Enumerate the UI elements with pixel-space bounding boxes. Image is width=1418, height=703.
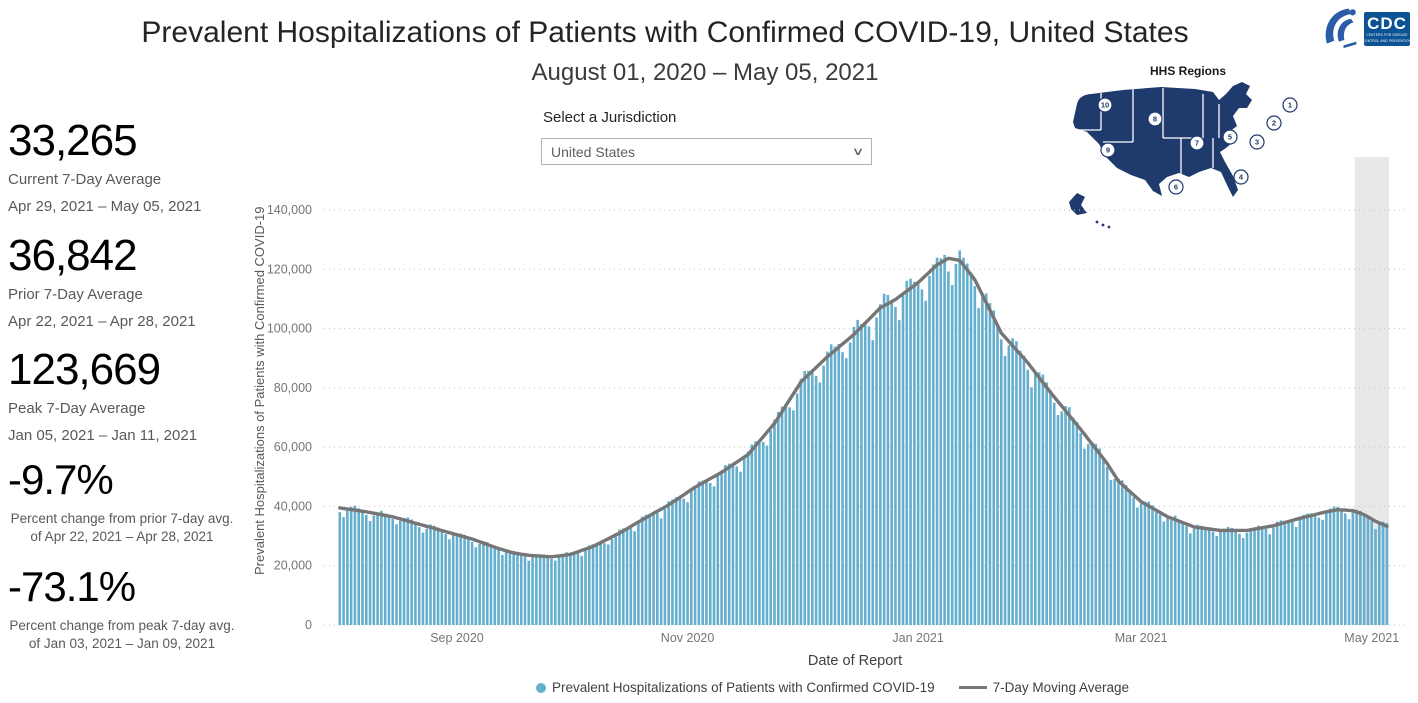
- stat-value: -73.1%: [8, 563, 136, 610]
- y-tick-label: 0: [305, 618, 312, 632]
- y-tick-label: 20,000: [274, 559, 312, 573]
- hospitalizations-bar-chart[interactable]: 0 20,000 40,000 60,000 80,000 100,000 120,000 1…: [250, 145, 1415, 657]
- region-7-badge: 7: [1189, 135, 1205, 151]
- stat-date-range: Apr 22, 2021 – Apr 28, 2021: [8, 313, 196, 331]
- stat-value: 36,842: [8, 231, 138, 280]
- stat-label: Percent change from prior 7-day avg. of …: [10, 511, 234, 544]
- moving-average-line: [338, 256, 1389, 559]
- stat-label: Current 7-Day Average: [8, 171, 162, 189]
- line-series-swatch-icon: [958, 686, 987, 689]
- svg-text:5: 5: [1228, 133, 1232, 142]
- region-3-badge: 3: [1249, 134, 1265, 150]
- stat-peak-average: 123,669 Peak 7-Day Average Jan 05, 2021 …: [8, 345, 242, 445]
- jurisdiction-dropdown[interactable]: United States ∨: [541, 138, 872, 165]
- svg-text:10: 10: [1101, 101, 1109, 110]
- region-2-badge: 2: [1266, 115, 1282, 131]
- region-5-badge: 5: [1222, 129, 1238, 145]
- stat-date-range: Apr 29, 2021 – May 05, 2021: [8, 198, 202, 216]
- x-tick-label: Jan 2021: [892, 631, 943, 645]
- jurisdiction-selected-value: United States: [551, 143, 636, 160]
- stat-label: Prior 7-Day Average: [8, 286, 143, 304]
- agency-logos: CDC CENTERS FOR DISEASE CONTROL AND PREV…: [1316, 4, 1416, 54]
- y-tick-label: 80,000: [274, 381, 312, 395]
- us-map: 1 2 3 4 5 6: [1069, 82, 1298, 229]
- stat-value: 123,669: [8, 345, 161, 394]
- y-tick-label: 40,000: [274, 499, 312, 513]
- x-axis-title: Date of Report: [807, 653, 903, 669]
- legend-item-bars: Prevalent Hospitalizations of Patients w…: [536, 680, 935, 695]
- y-tick-label: 140,000: [267, 203, 312, 217]
- svg-text:9: 9: [1106, 146, 1110, 155]
- page-subtitle: August 01, 2020 – May 05, 2021: [531, 59, 879, 86]
- svg-text:2: 2: [1272, 119, 1276, 128]
- stat-label: Percent change from peak 7-day avg. of J…: [9, 618, 235, 651]
- region-8-badge: 8: [1147, 111, 1163, 127]
- chart-legend: Prevalent Hospitalizations of Patients w…: [250, 680, 1415, 695]
- stat-value: -9.7%: [8, 456, 114, 503]
- stat-date-range: Jan 05, 2021 – Jan 11, 2021: [8, 427, 198, 445]
- daily-bars-series: [338, 250, 1389, 625]
- chevron-down-icon: ∨: [851, 146, 865, 158]
- cdc-logo-icon: CDC CENTERS FOR DISEASE CONTROL AND PREV…: [1363, 12, 1411, 46]
- y-tick-label: 100,000: [267, 322, 312, 336]
- hhs-logo-icon: [1316, 5, 1360, 54]
- svg-text:4: 4: [1239, 173, 1244, 182]
- hhs-regions-label: HHS Regions: [1149, 64, 1226, 78]
- region-9-badge: 9: [1100, 142, 1116, 158]
- svg-text:8: 8: [1153, 115, 1157, 124]
- jurisdiction-label: Select a Jurisdiction: [543, 109, 677, 126]
- legend-item-line: 7-Day Moving Average: [945, 680, 1129, 695]
- stat-value: 33,265: [8, 116, 138, 165]
- us-outline: [1073, 82, 1252, 197]
- y-tick-label: 120,000: [267, 262, 312, 276]
- x-tick-label: May 2021: [1344, 631, 1399, 645]
- page-title: Prevalent Hospitalizations of Patients w…: [141, 16, 1189, 49]
- hhs-regions-map: HHS Regions 1 2 3 4 5: [1063, 64, 1313, 239]
- y-tick-label: 60,000: [274, 440, 312, 454]
- bar-series-swatch-icon: [536, 683, 546, 693]
- region-1-badge: 1: [1282, 97, 1298, 113]
- region-6-badge: 6: [1168, 179, 1184, 195]
- stat-label: Peak 7-Day Average: [8, 400, 146, 418]
- stat-current-average: 33,265 Current 7-Day Average Apr 29, 202…: [8, 116, 242, 216]
- region-10-badge: 10: [1097, 97, 1113, 113]
- stat-change-from-prior: -9.7% Percent change from prior 7-day av…: [8, 456, 242, 545]
- region-4-badge: 4: [1233, 169, 1249, 185]
- svg-text:7: 7: [1195, 139, 1199, 148]
- x-tick-label: Sep 2020: [430, 631, 484, 645]
- alaska-shape: [1069, 193, 1087, 215]
- svg-text:6: 6: [1174, 183, 1178, 192]
- x-tick-label: Mar 2021: [1115, 631, 1168, 645]
- svg-text:3: 3: [1255, 138, 1259, 147]
- stat-change-from-peak: -73.1% Percent change from peak 7-day av…: [8, 563, 242, 652]
- svg-text:1: 1: [1288, 101, 1292, 110]
- stat-prior-average: 36,842 Prior 7-Day Average Apr 22, 2021 …: [8, 231, 242, 331]
- x-tick-label: Nov 2020: [661, 631, 715, 645]
